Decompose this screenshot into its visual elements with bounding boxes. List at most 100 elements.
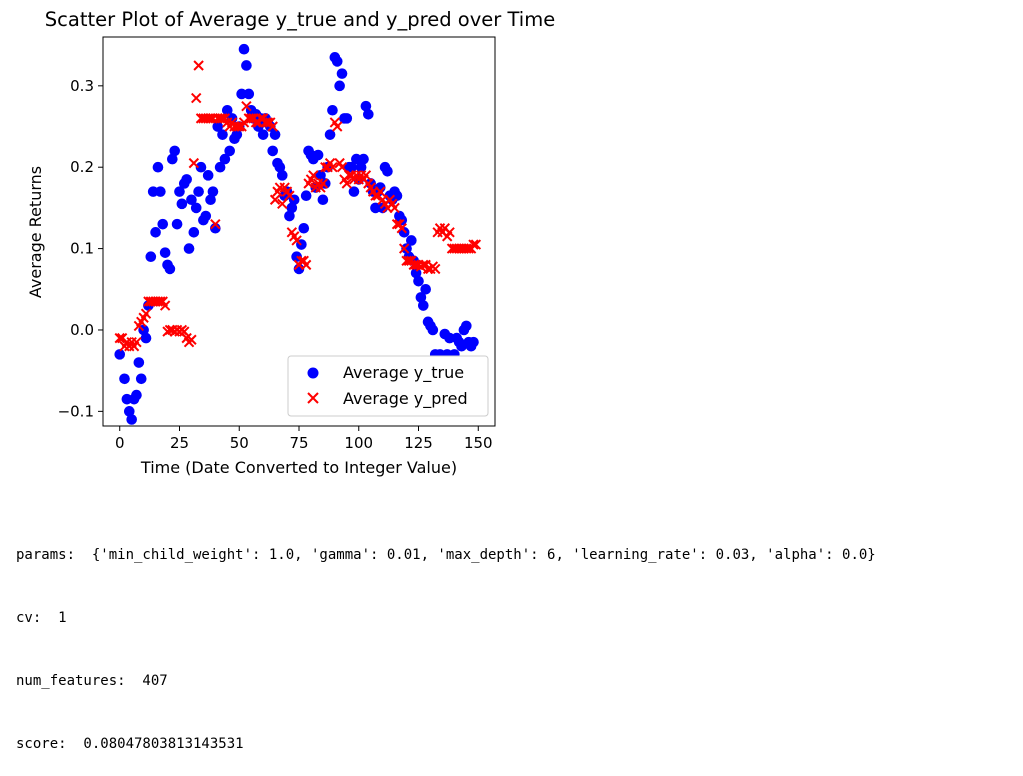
y-pred-point <box>284 190 295 201</box>
plot-area <box>114 43 482 425</box>
y-true-point <box>331 56 343 67</box>
y-true-point <box>169 145 181 157</box>
y-true-point <box>217 129 228 140</box>
y-true-point <box>410 267 422 279</box>
num-features-line: num_features: 407 <box>16 673 168 689</box>
y-true-point <box>188 227 200 238</box>
y-true-point <box>286 202 298 214</box>
y-pred-point <box>193 60 204 71</box>
y-true-point <box>406 235 417 246</box>
x-axis-label: Time (Date Converted to Integer Value) <box>140 458 457 477</box>
y-true-point <box>157 218 169 230</box>
y-true-point <box>420 283 431 295</box>
y-true-point <box>126 414 137 425</box>
y-true-point <box>164 263 176 275</box>
y-true-point <box>324 129 336 140</box>
legend-box <box>287 355 489 417</box>
x-axis: 0 25 50 75 100 125 150 <box>115 426 493 452</box>
y-true-point <box>167 153 178 165</box>
x-tick-label: 0 <box>115 434 125 452</box>
y-true-point <box>193 186 204 197</box>
y-true-point <box>200 210 212 222</box>
y-true-point <box>241 60 252 71</box>
y-true-point <box>131 389 142 401</box>
y-true-point <box>317 194 329 206</box>
legend-label-pred: Average y_pred <box>343 389 468 409</box>
y-true-point <box>221 104 233 116</box>
y-pred-point <box>191 92 202 104</box>
x-tick-label: 150 <box>464 434 493 452</box>
y-true-point <box>401 243 412 254</box>
y-pred-point <box>360 170 372 181</box>
y-pred-point <box>375 186 386 197</box>
y-pred-point <box>327 162 338 173</box>
y-true-point <box>348 186 360 197</box>
y-pred-point <box>468 239 479 250</box>
y-true-point <box>312 149 324 161</box>
series-pred <box>114 60 482 352</box>
y-pred-point <box>277 198 288 210</box>
legend-label-true: Average y_true <box>343 363 464 383</box>
y-true-point <box>415 292 427 303</box>
y-pred-point <box>389 202 400 214</box>
legend-marker-true <box>307 367 319 379</box>
y-true-point <box>267 145 279 157</box>
y-true-point <box>231 129 243 140</box>
legend-marker-pred <box>307 392 319 404</box>
y-pred-point <box>131 336 142 348</box>
y-true-point <box>417 300 429 311</box>
y-true-point <box>276 170 288 181</box>
y-true-point <box>427 324 439 336</box>
y-pred-point <box>341 178 353 189</box>
y-pred-point <box>159 300 171 311</box>
y-pred-point <box>179 326 190 337</box>
y-true-point <box>300 190 312 201</box>
y-true-point <box>207 186 219 197</box>
x-tick-label: 125 <box>404 434 433 452</box>
y-true-point <box>214 161 226 173</box>
y-pred-point <box>114 332 125 344</box>
y-pred-point <box>336 162 348 173</box>
y-true-point <box>315 170 326 181</box>
y-true-point <box>238 43 250 55</box>
params-line: params: {'min_child_weight': 1.0, 'gamma… <box>16 547 876 563</box>
y-true-point <box>150 227 161 238</box>
y-pred-point <box>430 263 441 275</box>
y-pred-point <box>269 194 281 205</box>
y-true-point <box>181 174 192 185</box>
x-tick-label: 75 <box>289 434 308 452</box>
x-tick-label: 50 <box>230 434 249 452</box>
y-true-point <box>461 320 472 332</box>
y-true-point <box>334 80 345 92</box>
y-tick-label: 0.3 <box>70 77 94 95</box>
y-true-point <box>358 153 369 165</box>
y-true-point <box>145 251 157 263</box>
y-pred-point <box>470 239 482 250</box>
y-true-point <box>413 275 424 287</box>
scatter-figure: Scatter Plot of Average y_true and y_pre… <box>26 8 555 477</box>
y-true-point <box>284 210 295 222</box>
y-true-point <box>346 161 357 173</box>
y-pred-point <box>210 218 221 230</box>
y-axis: −0.1 0.0 0.1 0.2 0.3 <box>58 77 103 420</box>
y-pred-point <box>396 223 407 234</box>
y-true-point <box>298 222 310 234</box>
x-tick-label: 25 <box>170 434 189 452</box>
y-true-point <box>382 165 393 177</box>
y-true-point <box>140 332 152 344</box>
legend: Average y_true Average y_pred <box>287 355 489 417</box>
x-tick-label: 100 <box>344 434 373 452</box>
y-true-point <box>360 100 372 112</box>
y-true-point <box>202 170 214 181</box>
y-true-point <box>186 194 197 206</box>
y-true-point <box>219 153 231 165</box>
y-true-point <box>119 373 130 385</box>
y-tick-label: 0.0 <box>70 321 94 339</box>
y-true-point <box>336 68 348 79</box>
y-true-point <box>327 104 338 116</box>
y-tick-label: −0.1 <box>58 402 94 420</box>
chart-title: Scatter Plot of Average y_true and y_pre… <box>45 8 555 31</box>
y-true-point <box>257 129 269 140</box>
y-true-point <box>123 406 135 417</box>
y-tick-label: 0.1 <box>70 240 94 258</box>
